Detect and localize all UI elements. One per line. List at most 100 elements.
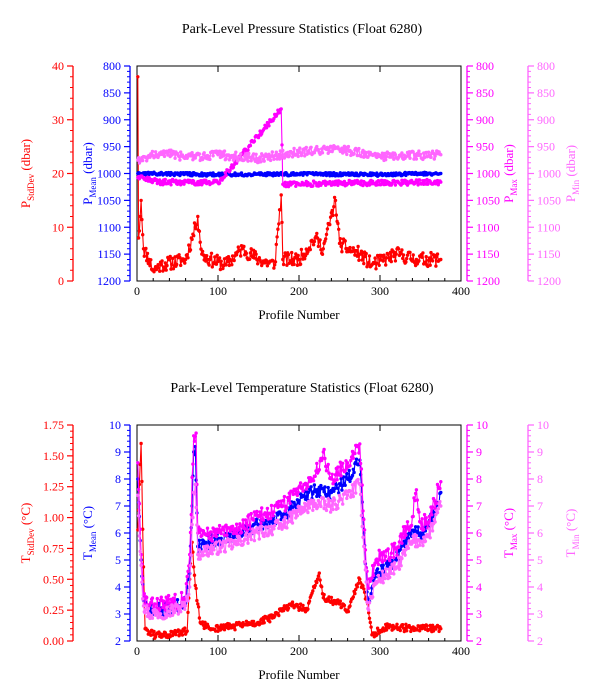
data-point-stddev	[373, 256, 377, 260]
data-point-min	[393, 153, 398, 157]
data-point-max	[315, 461, 319, 466]
data-point-min	[210, 552, 214, 556]
data-point-stddev	[405, 253, 410, 257]
data-point-max	[340, 464, 344, 468]
x-tick-label: 200	[290, 284, 308, 298]
data-point-max	[244, 521, 249, 525]
data-point-stddev	[286, 606, 291, 610]
data-point-min	[246, 159, 250, 163]
y-tick-label: 1100	[97, 220, 121, 234]
data-point-stddev	[363, 254, 368, 259]
y-axis-label-min: TMin (°C)	[563, 509, 581, 558]
data-point-stddev	[329, 595, 334, 600]
data-point-mean	[343, 483, 347, 487]
series-stddev	[136, 441, 443, 640]
data-point-min	[367, 608, 371, 612]
y-tick-label: 5	[115, 553, 121, 567]
data-point-stddev	[137, 229, 142, 233]
data-point-max	[277, 111, 282, 115]
data-point-max	[349, 458, 353, 463]
data-point-stddev	[367, 260, 371, 265]
data-point-max	[313, 474, 317, 478]
data-point-min	[186, 599, 190, 603]
data-point-max	[228, 168, 232, 173]
data-point-max	[186, 569, 190, 574]
data-point-min	[351, 494, 355, 499]
data-point-stddev	[404, 622, 408, 626]
data-point-max	[237, 525, 241, 529]
data-point-min	[349, 150, 354, 154]
data-point-min	[439, 153, 443, 157]
data-point-stddev	[187, 243, 191, 247]
data-point-stddev	[414, 257, 419, 262]
data-point-stddev	[186, 610, 190, 615]
data-point-min	[239, 152, 243, 156]
data-point-stddev	[408, 250, 412, 255]
data-point-stddev	[236, 245, 240, 249]
data-point-min	[305, 502, 309, 506]
y-tick-label: 6	[476, 526, 482, 540]
data-point-stddev	[418, 629, 422, 633]
data-point-stddev	[299, 247, 304, 252]
data-point-stddev	[226, 260, 230, 264]
data-point-min	[298, 146, 302, 150]
data-point-stddev	[280, 220, 284, 225]
y-tick-label: 800	[537, 59, 555, 73]
data-point-max	[326, 462, 330, 467]
data-point-stddev	[285, 263, 289, 267]
data-point-max	[420, 517, 424, 521]
data-point-min	[320, 151, 325, 155]
data-point-max	[265, 506, 270, 511]
y-tick-label: 9	[537, 445, 543, 459]
data-point-stddev	[256, 262, 260, 266]
data-point-stddev	[138, 462, 142, 467]
data-point-min	[307, 151, 312, 155]
data-point-min	[158, 612, 163, 616]
data-point-min	[277, 152, 281, 157]
y-tick-label: 7	[476, 499, 482, 513]
data-point-min	[145, 604, 149, 608]
data-point-min	[345, 496, 349, 501]
y-tick-label: 1.75	[43, 418, 64, 432]
data-point-max	[370, 576, 374, 580]
data-point-mean	[197, 538, 202, 542]
data-point-min	[173, 609, 177, 613]
data-point-min	[141, 597, 145, 601]
data-point-min	[191, 515, 195, 520]
data-point-stddev	[369, 625, 373, 629]
data-point-min	[291, 151, 295, 155]
data-point-mean	[219, 536, 223, 540]
data-point-max	[422, 512, 427, 517]
y-tick-label: 20	[52, 167, 64, 181]
data-point-max	[197, 530, 202, 535]
data-point-min	[245, 537, 249, 542]
data-point-min	[358, 482, 362, 487]
data-point-stddev	[338, 599, 342, 603]
data-point-min	[309, 145, 313, 149]
data-point-max	[243, 518, 248, 522]
data-point-mean	[398, 547, 402, 552]
data-point-min	[363, 568, 368, 572]
data-point-min	[412, 157, 416, 161]
data-point-stddev	[222, 628, 227, 632]
data-point-max	[252, 510, 257, 514]
data-point-stddev	[164, 268, 168, 272]
data-point-max	[401, 532, 405, 536]
data-point-min	[200, 550, 204, 554]
data-point-max	[311, 479, 316, 483]
y-axis-label-max: PMax (dbar)	[501, 144, 519, 203]
y-tick-label: 1200	[97, 274, 121, 288]
data-point-mean	[228, 532, 232, 536]
data-point-min	[197, 548, 202, 552]
y-tick-label: 3	[537, 607, 543, 621]
data-point-stddev	[232, 258, 236, 263]
data-point-stddev	[417, 259, 421, 263]
data-point-stddev	[138, 214, 142, 219]
data-point-min	[335, 503, 339, 508]
data-point-mean	[414, 529, 419, 534]
data-point-stddev	[429, 250, 433, 255]
data-point-max	[193, 434, 197, 439]
data-point-stddev	[170, 262, 174, 267]
data-point-max	[255, 509, 259, 514]
data-point-stddev	[180, 633, 185, 637]
